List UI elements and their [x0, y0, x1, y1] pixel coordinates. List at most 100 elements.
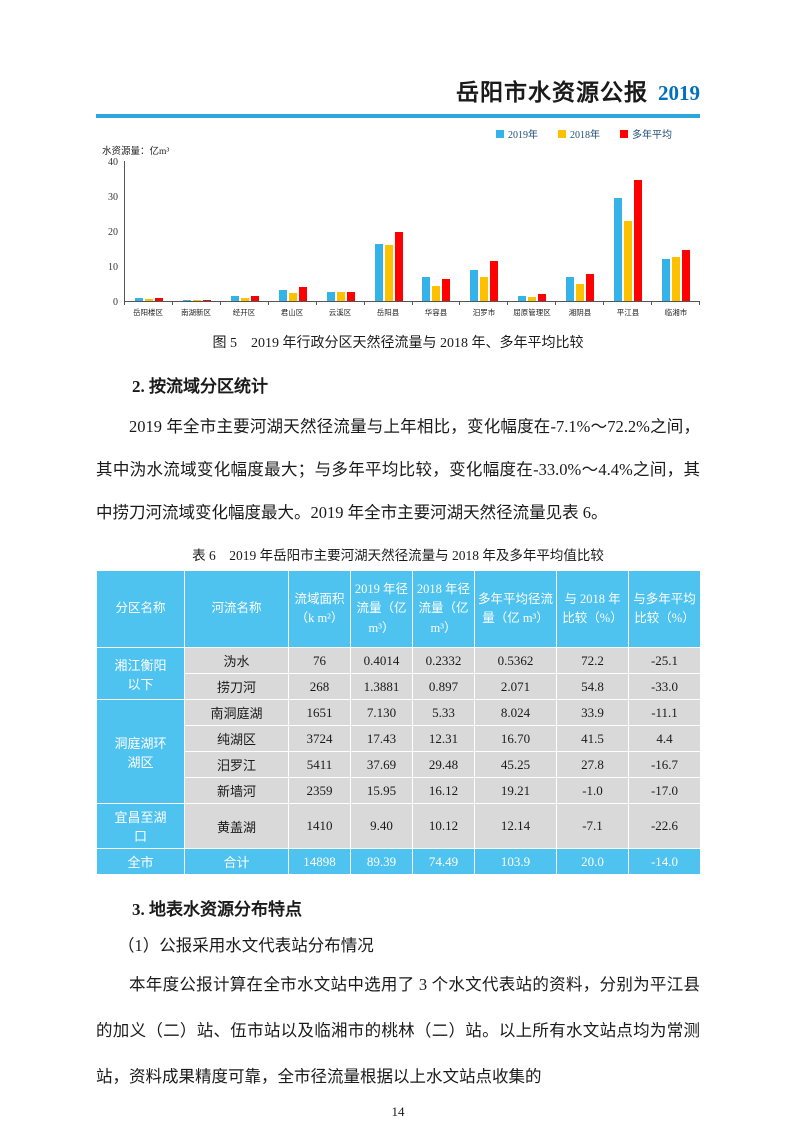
chart-y-axis-label: 水资源量：亿m³	[102, 147, 170, 157]
chart-bar	[576, 284, 585, 301]
table-cell: 16.12	[412, 777, 475, 805]
table-cell: 5.33	[412, 699, 475, 727]
table-cell: 7.130	[350, 699, 413, 727]
y-tick-label: 30	[108, 192, 118, 203]
table-cell: 汨罗江	[184, 751, 289, 779]
figure5-bar-chart: 2019年 2018年 多年平均 水资源量：亿m³ 0 10 20 30 40 岳阳楼区 南湖…	[96, 126, 701, 318]
table-cell: 1651	[288, 699, 351, 727]
chart-bar	[528, 296, 537, 301]
column-header: 分区名称	[96, 569, 185, 649]
x-axis-label: 南湖新区	[181, 308, 211, 317]
column-header: 多年平均径流量（亿 m³）	[474, 569, 557, 649]
doc-year: 2019	[658, 81, 700, 105]
chart-bar	[346, 291, 355, 301]
table-cell: 0.5362	[474, 647, 557, 675]
table-cell: 41.5	[556, 725, 629, 753]
chart-bar	[614, 198, 623, 301]
table-cell: 76	[288, 647, 351, 675]
legend-item: 多年平均	[620, 126, 672, 141]
legend-item: 2018年	[558, 126, 600, 141]
chart-bar	[192, 299, 201, 301]
bar-group	[556, 273, 604, 301]
x-axis-label: 湘阴县	[568, 308, 592, 317]
chart-bar	[422, 276, 431, 301]
section-heading-3: 3. 地表水资源分布特点	[132, 900, 302, 920]
x-axis-tick	[508, 302, 557, 305]
table-cell: -33.0	[628, 673, 701, 701]
chart-bar	[134, 298, 143, 301]
x-axis-label: 岳阳楼区	[133, 308, 163, 317]
table-row: 新墙河 2359 15.95 16.12 19.21 -1.0 -17.0	[97, 777, 701, 805]
table-cell: 2359	[288, 777, 351, 805]
x-axis-tick	[317, 302, 365, 305]
legend-swatch	[496, 129, 504, 138]
chart-bar	[278, 289, 287, 301]
table-cell: -11.1	[628, 699, 701, 727]
table-cell: 29.48	[412, 751, 475, 779]
table-cell: 27.8	[556, 751, 629, 779]
x-axis-tick	[604, 302, 653, 305]
table-cell: 黄盖湖	[184, 803, 289, 850]
group-cell: 宜昌至湖口	[96, 803, 185, 850]
doc-title-text: 岳阳市水资源公报	[456, 80, 648, 105]
chart-x-labels: 岳阳楼区 南湖新区 经开区 君山区 云溪区 岳阳县 华容县 汨罗市 屈原管理区 湘阴县 平江县 临湘市	[124, 307, 700, 318]
table-cell: 0.4014	[350, 647, 413, 675]
bar-group	[508, 294, 556, 301]
x-axis-tick	[269, 302, 317, 305]
table-row: 宜昌至湖口 黄盖湖 1410 9.40 10.12 12.14 -7.1 -22.6	[96, 803, 701, 850]
x-axis-label: 平江县	[616, 308, 640, 317]
column-header: 与多年平均比较（%）	[628, 569, 701, 649]
x-axis-label: 岳阳县	[376, 308, 400, 317]
bar-group	[221, 295, 269, 301]
flow-comparison-table: 分区名称 河流名称 流域面积（k m²） 2019 年径流量（亿 m³） 2018 年径…	[96, 569, 701, 876]
table-cell: 74.49	[412, 848, 475, 876]
table-cell: 12.14	[474, 803, 557, 850]
x-axis-tick	[125, 302, 173, 305]
table-caption: 表 6 2019 年岳阳市主要河湖天然径流量与 2018 年及多年平均值比较	[192, 548, 604, 563]
figure-caption: 图 5 2019 年行政分区天然径流量与 2018 年、多年平均比较	[212, 336, 584, 351]
legend-item: 2019年	[496, 126, 538, 141]
table-cell: -22.6	[628, 803, 701, 850]
chart-bar	[144, 299, 153, 301]
chart-bar	[326, 291, 335, 301]
table-cell: -16.7	[628, 751, 701, 779]
chart-bar	[394, 231, 403, 301]
table-cell: -25.1	[628, 647, 701, 675]
chart-bar	[182, 300, 191, 301]
table-cell: 5411	[288, 751, 351, 779]
chart-bar	[230, 295, 239, 301]
bar-group	[125, 298, 173, 301]
chart-bar	[202, 300, 211, 301]
chart-bar	[336, 291, 345, 301]
table-cell: 9.40	[350, 803, 413, 850]
legend-label: 2019年	[508, 130, 538, 141]
table-cell: 3724	[288, 725, 351, 753]
bar-group	[413, 276, 461, 301]
table-cell: 1.3881	[350, 673, 413, 701]
table-cell: -1.0	[556, 777, 629, 805]
chart-y-axis: 0 10 20 30 40	[96, 157, 124, 308]
group-cell: 全市	[96, 848, 185, 876]
table-cell: 103.9	[474, 848, 557, 876]
table-cell: 33.9	[556, 699, 629, 727]
body-paragraph-1: 2019 年全市主要河湖天然径流量与上年相比，变化幅度在-7.1%～72.2%之…	[96, 417, 700, 522]
legend-label: 2018年	[570, 130, 600, 141]
table-cell: 4.4	[628, 725, 701, 753]
table-row: 纯湖区 3724 17.43 12.31 16.70 41.5 4.4	[97, 725, 701, 753]
chart-bar	[662, 259, 671, 301]
chart-bar	[298, 287, 307, 301]
chart-bar	[384, 245, 393, 301]
table-cell: -7.1	[556, 803, 629, 850]
table-cell: 8.024	[474, 699, 557, 727]
header-rule	[96, 114, 700, 118]
table-cell: 17.43	[350, 725, 413, 753]
chart-bar	[566, 277, 575, 301]
x-axis-label: 华容县	[424, 308, 448, 317]
legend-label: 多年平均	[632, 130, 672, 141]
table-cell: 合计	[184, 848, 289, 876]
y-tick-label: 20	[108, 227, 118, 238]
table-cell: -17.0	[628, 777, 701, 805]
chart-bar	[154, 298, 163, 301]
y-tick-label: 10	[108, 262, 118, 273]
